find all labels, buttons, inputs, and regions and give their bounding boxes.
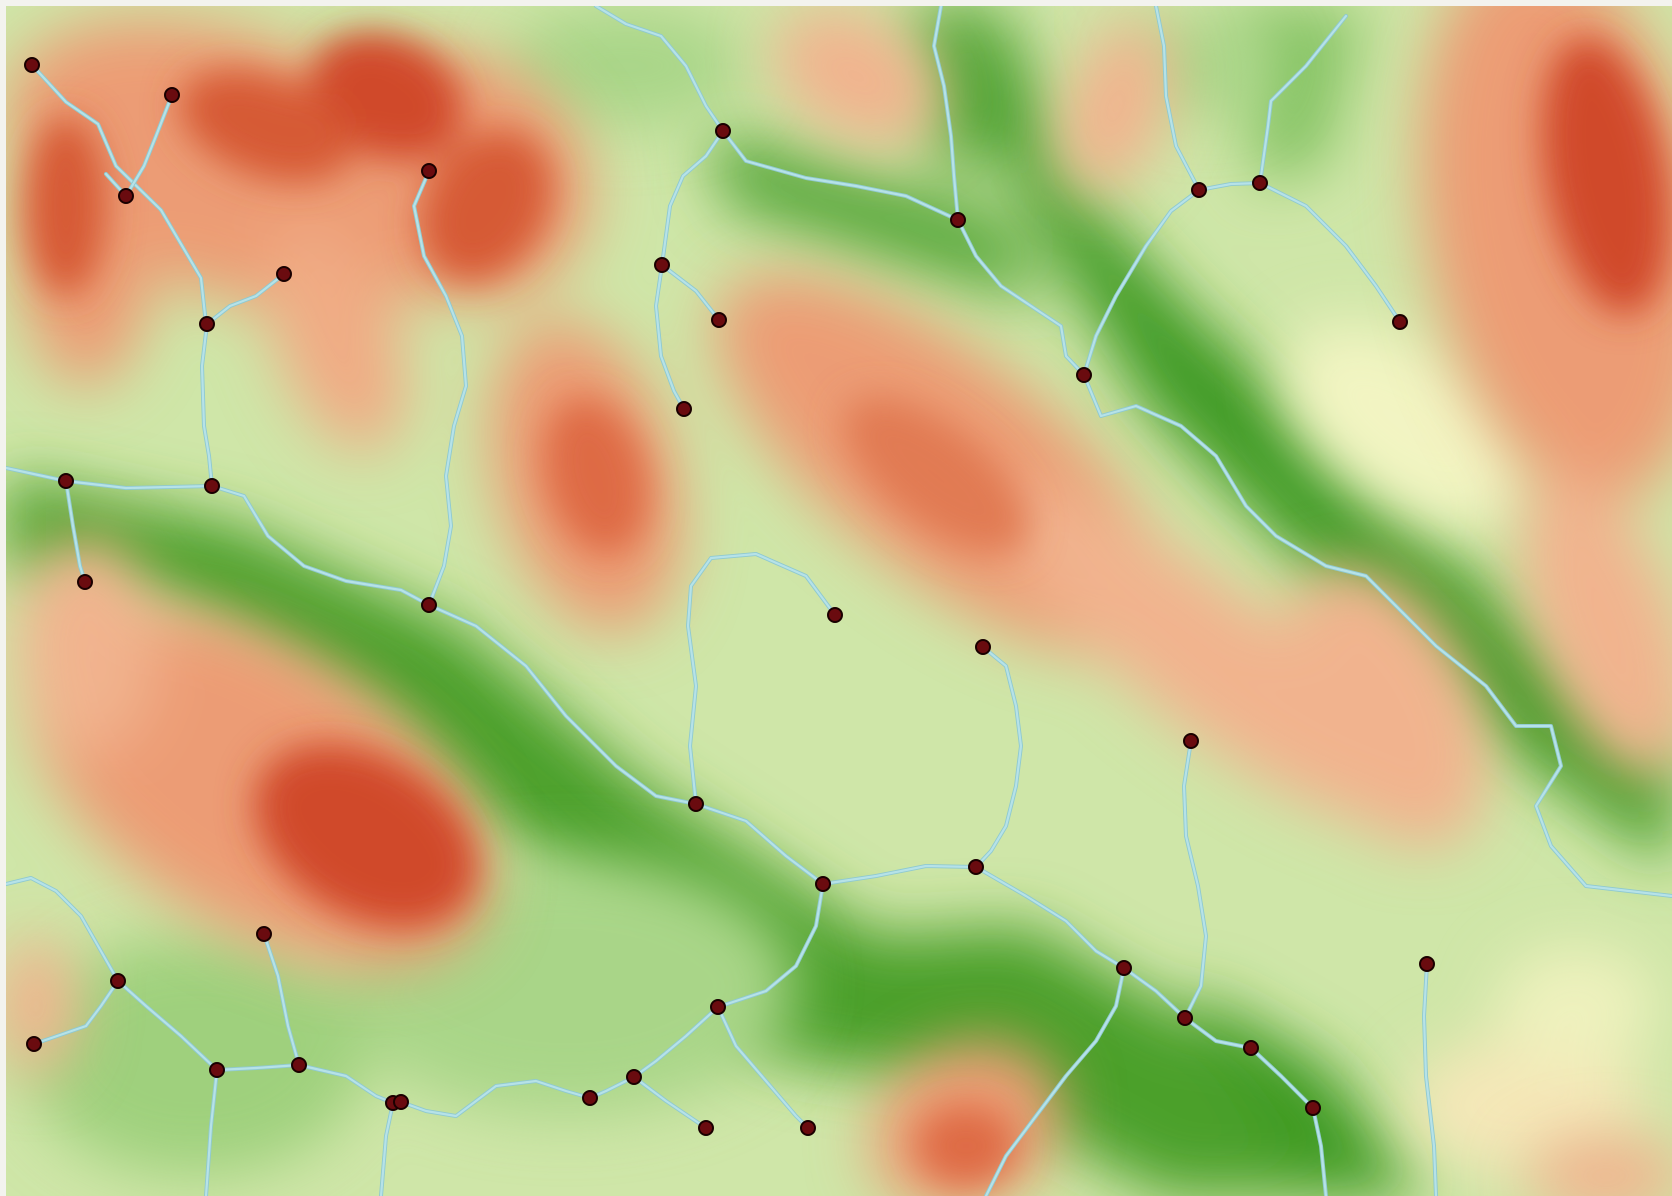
stream-segment bbox=[1258, 181, 1402, 324]
stream-segment bbox=[297, 1063, 395, 1105]
stream-node-point[interactable] bbox=[1183, 733, 1199, 749]
stream-node-point[interactable] bbox=[975, 639, 991, 655]
stream-node-point[interactable] bbox=[688, 796, 704, 812]
stream-segment bbox=[660, 129, 725, 267]
stream-segment bbox=[1249, 1046, 1315, 1110]
stream-node-point[interactable] bbox=[711, 312, 727, 328]
stream-segment bbox=[6, 876, 120, 983]
stream-nodes bbox=[24, 57, 1435, 1136]
stream-segment bbox=[660, 263, 721, 322]
stream-segment bbox=[716, 1005, 810, 1130]
stream-node-point[interactable] bbox=[291, 1057, 307, 1073]
stream-segment bbox=[932, 6, 960, 222]
stream-node-point[interactable] bbox=[800, 1120, 816, 1136]
stream-segment bbox=[1154, 6, 1201, 192]
stream-node-point[interactable] bbox=[582, 1090, 598, 1106]
stream-segment bbox=[116, 979, 219, 1072]
stream-segment bbox=[32, 979, 120, 1046]
stream-node-point[interactable] bbox=[26, 1036, 42, 1052]
stream-segment bbox=[984, 966, 1126, 1196]
stream-node-point[interactable] bbox=[421, 597, 437, 613]
stream-segment bbox=[205, 272, 286, 326]
stream-node-point[interactable] bbox=[1392, 314, 1408, 330]
stream-node-point[interactable] bbox=[715, 123, 731, 139]
stream-node-point[interactable] bbox=[1116, 960, 1132, 976]
stream-segment bbox=[427, 603, 698, 806]
stream-segment bbox=[1422, 962, 1438, 1196]
stream-segment bbox=[30, 63, 208, 326]
stream-segment bbox=[721, 129, 960, 222]
stream-node-point[interactable] bbox=[950, 212, 966, 228]
terrain-layer bbox=[6, 6, 1672, 1196]
stream-segment bbox=[412, 169, 468, 607]
stream-segment bbox=[210, 484, 431, 607]
stream-node-point[interactable] bbox=[710, 999, 726, 1015]
stream-node-point[interactable] bbox=[676, 401, 692, 417]
stream-node-point[interactable] bbox=[1243, 1040, 1259, 1056]
stream-segment bbox=[1258, 14, 1348, 185]
stream-segment bbox=[64, 479, 87, 584]
stream-segment bbox=[1122, 966, 1187, 1020]
stream-node-point[interactable] bbox=[209, 1062, 225, 1078]
elevation-map[interactable] bbox=[6, 6, 1672, 1196]
stream-segment bbox=[6, 466, 214, 490]
stream-node-point[interactable] bbox=[968, 859, 984, 875]
stream-segment bbox=[262, 932, 301, 1067]
stream-node-point[interactable] bbox=[204, 478, 220, 494]
stream-node-point[interactable] bbox=[421, 163, 437, 179]
stream-node-point[interactable] bbox=[827, 607, 843, 623]
stream-node-point[interactable] bbox=[199, 316, 215, 332]
stream-node-point[interactable] bbox=[1177, 1010, 1193, 1026]
stream-node-point[interactable] bbox=[654, 257, 670, 273]
stream-segment bbox=[694, 802, 825, 886]
stream-segment bbox=[399, 1079, 592, 1118]
stream-node-point[interactable] bbox=[1252, 175, 1268, 191]
stream-node-point[interactable] bbox=[118, 188, 134, 204]
stream-node-point[interactable] bbox=[276, 266, 292, 282]
map-view[interactable] bbox=[6, 6, 1672, 1196]
stream-segment bbox=[974, 645, 1023, 869]
stream-segment bbox=[632, 1075, 708, 1130]
stream-segment bbox=[200, 322, 214, 488]
stream-node-point[interactable] bbox=[77, 574, 93, 590]
stream-segment bbox=[1183, 1016, 1253, 1050]
stream-node-point[interactable] bbox=[24, 57, 40, 73]
stream-segment bbox=[716, 882, 825, 1009]
stream-segment bbox=[956, 218, 1086, 377]
stream-node-point[interactable] bbox=[256, 926, 272, 942]
stream-segment bbox=[686, 552, 837, 806]
stream-node-point[interactable] bbox=[1305, 1100, 1321, 1116]
peaks bbox=[26, 31, 1670, 1186]
stream-node-point[interactable] bbox=[1419, 956, 1435, 972]
stream-node-point[interactable] bbox=[393, 1094, 409, 1110]
stream-segment bbox=[215, 1063, 301, 1072]
stream-segment bbox=[1311, 1106, 1328, 1196]
stream-node-point[interactable] bbox=[1076, 367, 1092, 383]
stream-node-point[interactable] bbox=[698, 1120, 714, 1136]
stream-segment bbox=[821, 864, 978, 886]
stream-node-point[interactable] bbox=[164, 87, 180, 103]
stream-node-point[interactable] bbox=[626, 1069, 642, 1085]
stream-segment bbox=[632, 1005, 720, 1079]
stream-segment bbox=[1082, 373, 1672, 898]
stream-segment bbox=[1197, 181, 1262, 192]
stream-segment bbox=[124, 93, 174, 198]
stream-segment bbox=[1082, 188, 1201, 377]
stream-segment bbox=[654, 263, 686, 411]
stream-node-point[interactable] bbox=[1191, 182, 1207, 198]
stream-node-point[interactable] bbox=[58, 473, 74, 489]
stream-segment bbox=[379, 1101, 395, 1196]
stream-node-point[interactable] bbox=[815, 876, 831, 892]
stream-segment bbox=[594, 6, 725, 133]
stream-segment bbox=[1182, 739, 1208, 1020]
stream-segment bbox=[204, 1068, 219, 1196]
stream-segment bbox=[974, 865, 1126, 970]
stream-node-point[interactable] bbox=[110, 973, 126, 989]
